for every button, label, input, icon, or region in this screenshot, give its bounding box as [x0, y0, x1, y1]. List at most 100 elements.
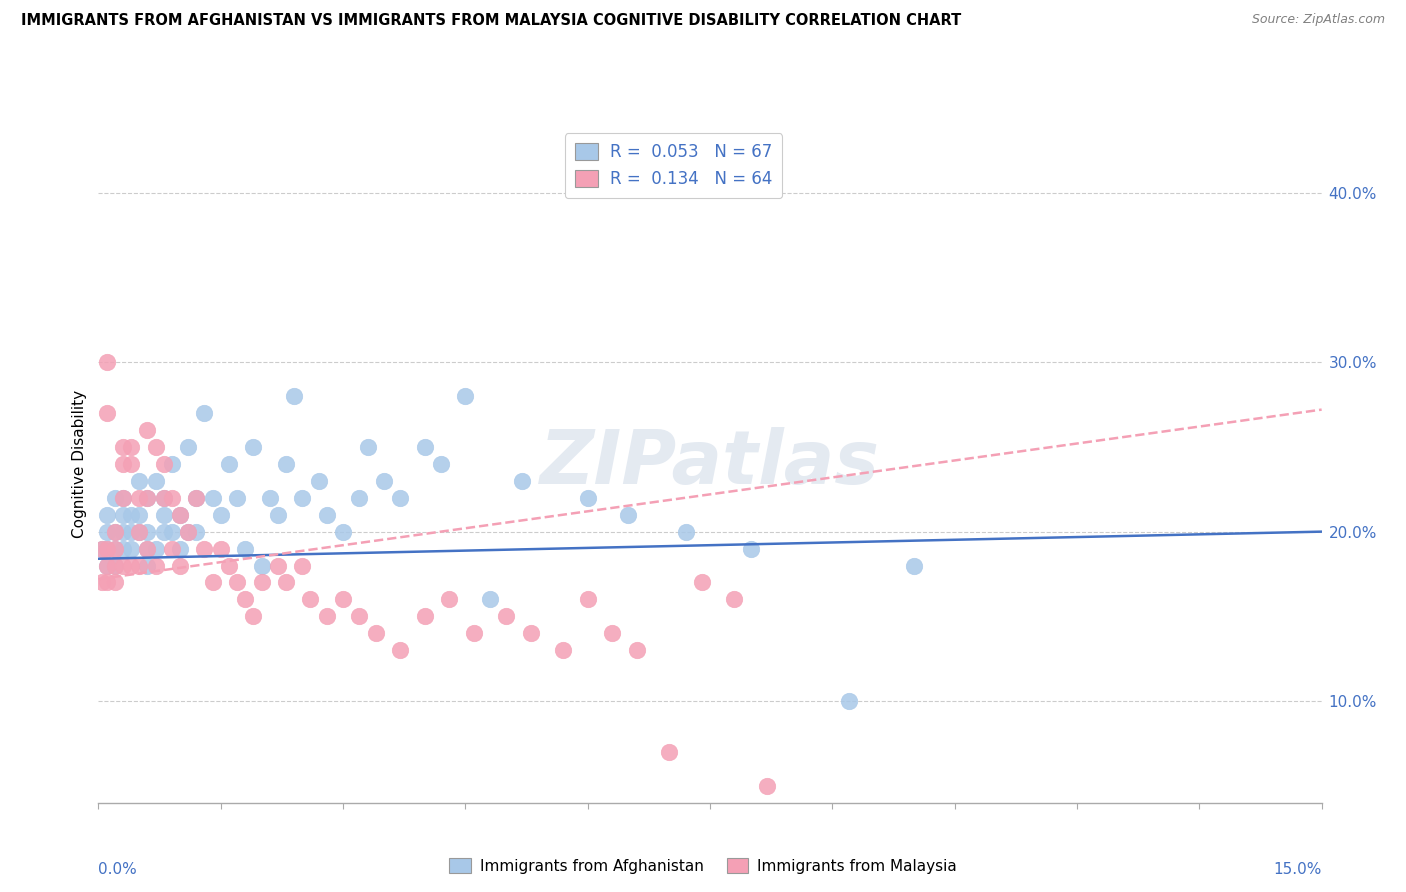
Point	[128, 491, 150, 505]
Point	[152, 457, 174, 471]
Point	[177, 440, 200, 454]
Point	[299, 592, 322, 607]
Point	[259, 491, 281, 505]
Point	[169, 508, 191, 522]
Point	[233, 541, 256, 556]
Point	[267, 508, 290, 522]
Point	[675, 524, 697, 539]
Point	[160, 491, 183, 505]
Point	[600, 626, 623, 640]
Point	[373, 474, 395, 488]
Point	[250, 575, 273, 590]
Point	[96, 541, 118, 556]
Point	[626, 643, 648, 657]
Point	[104, 524, 127, 539]
Point	[128, 558, 150, 573]
Point	[96, 406, 118, 420]
Point	[169, 508, 191, 522]
Point	[283, 389, 305, 403]
Point	[120, 558, 142, 573]
Point	[111, 558, 134, 573]
Point	[463, 626, 485, 640]
Point	[413, 609, 436, 624]
Point	[169, 558, 191, 573]
Point	[136, 491, 159, 505]
Point	[740, 541, 762, 556]
Point	[111, 508, 134, 522]
Text: 0.0%: 0.0%	[98, 862, 138, 877]
Point	[128, 508, 150, 522]
Point	[96, 524, 118, 539]
Point	[332, 592, 354, 607]
Point	[315, 508, 337, 522]
Point	[169, 541, 191, 556]
Text: 15.0%: 15.0%	[1274, 862, 1322, 877]
Point	[209, 541, 232, 556]
Point	[91, 541, 114, 556]
Point	[177, 524, 200, 539]
Point	[104, 575, 127, 590]
Point	[250, 558, 273, 573]
Point	[111, 524, 134, 539]
Point	[145, 541, 167, 556]
Point	[193, 406, 215, 420]
Point	[193, 541, 215, 556]
Point	[96, 541, 118, 556]
Point	[356, 440, 378, 454]
Point	[111, 491, 134, 505]
Point	[576, 592, 599, 607]
Point	[160, 524, 183, 539]
Point	[658, 745, 681, 759]
Point	[136, 541, 159, 556]
Point	[96, 575, 118, 590]
Point	[267, 558, 290, 573]
Text: IMMIGRANTS FROM AFGHANISTAN VS IMMIGRANTS FROM MALAYSIA COGNITIVE DISABILITY COR: IMMIGRANTS FROM AFGHANISTAN VS IMMIGRANT…	[21, 13, 962, 29]
Point	[160, 541, 183, 556]
Point	[413, 440, 436, 454]
Point	[495, 609, 517, 624]
Point	[145, 558, 167, 573]
Point	[291, 558, 314, 573]
Point	[233, 592, 256, 607]
Legend: Immigrants from Afghanistan, Immigrants from Malaysia: Immigrants from Afghanistan, Immigrants …	[443, 852, 963, 880]
Point	[838, 694, 860, 708]
Point	[111, 491, 134, 505]
Point	[128, 474, 150, 488]
Point	[454, 389, 477, 403]
Point	[218, 457, 240, 471]
Point	[308, 474, 330, 488]
Point	[120, 457, 142, 471]
Point	[104, 558, 127, 573]
Point	[186, 491, 208, 505]
Text: ZIPatlas: ZIPatlas	[540, 427, 880, 500]
Point	[430, 457, 453, 471]
Point	[291, 491, 314, 505]
Point	[111, 457, 134, 471]
Point	[104, 558, 127, 573]
Point	[96, 508, 118, 522]
Point	[145, 440, 167, 454]
Point	[903, 558, 925, 573]
Point	[152, 491, 174, 505]
Point	[104, 541, 127, 556]
Point	[96, 355, 118, 369]
Point	[136, 524, 159, 539]
Point	[349, 609, 371, 624]
Point	[617, 508, 640, 522]
Point	[152, 508, 174, 522]
Point	[136, 423, 159, 437]
Point	[136, 541, 159, 556]
Point	[389, 643, 412, 657]
Point	[226, 575, 249, 590]
Point	[104, 541, 127, 556]
Point	[553, 643, 575, 657]
Point	[364, 626, 387, 640]
Point	[274, 575, 297, 590]
Point	[332, 524, 354, 539]
Point	[723, 592, 745, 607]
Point	[576, 491, 599, 505]
Point	[160, 457, 183, 471]
Point	[120, 508, 142, 522]
Point	[201, 575, 224, 590]
Y-axis label: Cognitive Disability: Cognitive Disability	[72, 390, 87, 538]
